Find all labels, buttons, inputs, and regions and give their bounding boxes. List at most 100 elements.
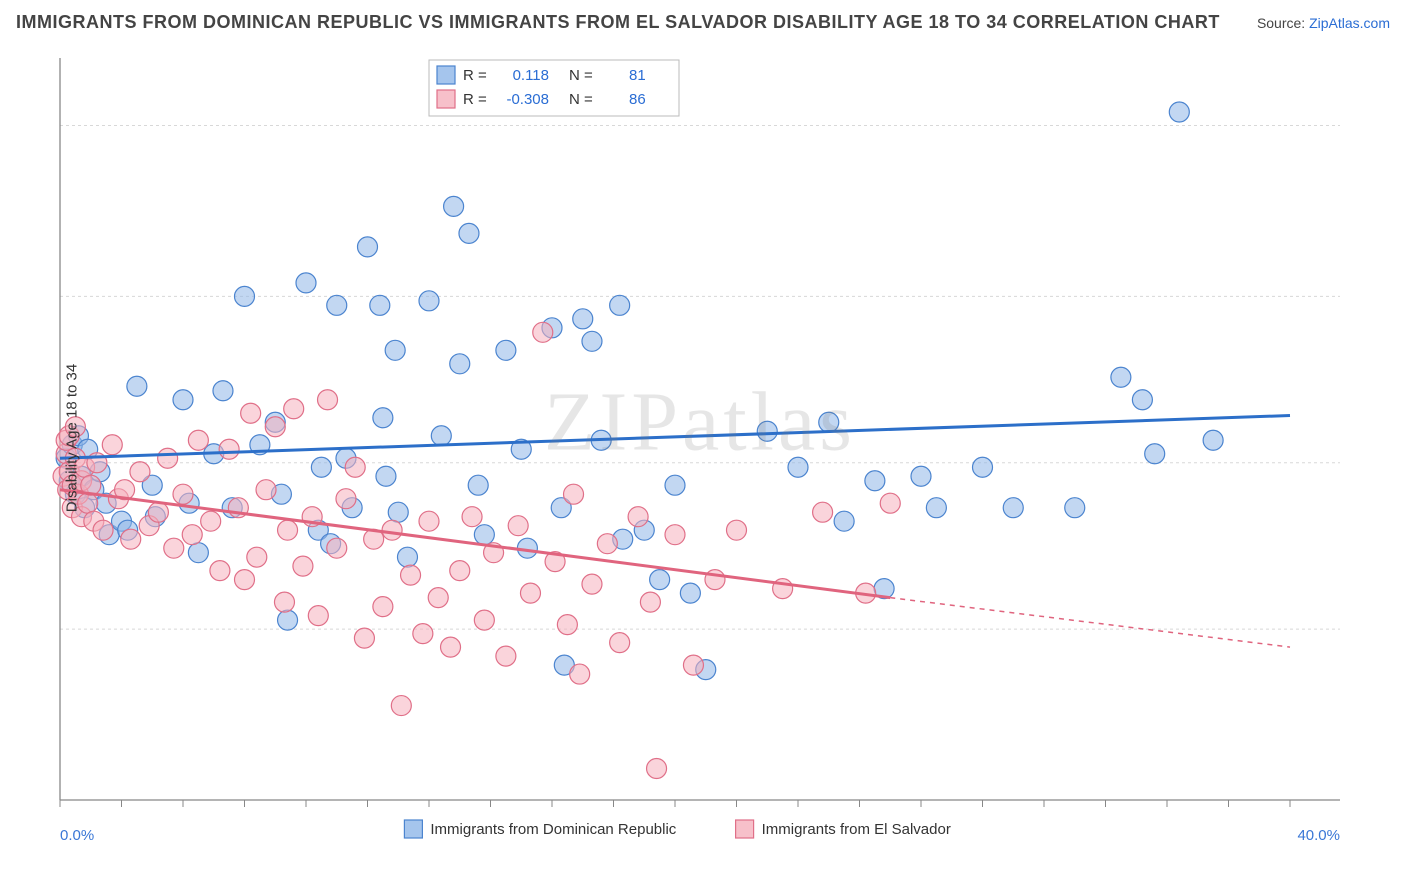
scatter-point-elsalvador	[284, 399, 304, 419]
legend-r-label: R =	[463, 91, 487, 108]
scatter-point-elsalvador	[354, 628, 374, 648]
scatter-point-elsalvador	[665, 525, 685, 545]
scatter-point-dominican	[358, 237, 378, 257]
legend-n-value-elsalvador: 86	[629, 91, 646, 108]
scatter-point-dominican	[911, 466, 931, 486]
scatter-point-elsalvador	[474, 610, 494, 630]
scatter-point-elsalvador	[188, 430, 208, 450]
scatter-point-elsalvador	[813, 502, 833, 522]
scatter-point-dominican	[573, 309, 593, 329]
scatter-point-elsalvador	[419, 511, 439, 531]
scatter-point-dominican	[296, 273, 316, 293]
x-tick-label-right: 40.0%	[1297, 827, 1340, 844]
scatter-point-dominican	[496, 340, 516, 360]
scatter-point-elsalvador	[318, 390, 338, 410]
scatter-point-dominican	[1203, 430, 1223, 450]
scatter-point-elsalvador	[201, 511, 221, 531]
scatter-point-dominican	[474, 525, 494, 545]
scatter-point-dominican	[1169, 102, 1189, 122]
scatter-point-dominican	[127, 376, 147, 396]
scatter-point-dominican	[757, 421, 777, 441]
scatter-point-dominican	[188, 543, 208, 563]
scatter-point-dominican	[213, 381, 233, 401]
scatter-point-dominican	[650, 570, 670, 590]
scatter-point-elsalvador	[401, 565, 421, 585]
scatter-point-elsalvador	[78, 493, 98, 513]
scatter-point-dominican	[1145, 444, 1165, 464]
scatter-point-dominican	[788, 457, 808, 477]
legend-n-value-dominican: 81	[629, 67, 646, 84]
scatter-point-dominican	[834, 511, 854, 531]
scatter-point-dominican	[973, 457, 993, 477]
scatter-point-elsalvador	[235, 570, 255, 590]
source-link[interactable]: ZipAtlas.com	[1309, 15, 1390, 31]
scatter-point-dominican	[327, 295, 347, 315]
scatter-point-elsalvador	[496, 646, 516, 666]
scatter-point-dominican	[1132, 390, 1152, 410]
legend-bottom-swatch-dominican	[404, 820, 422, 838]
scatter-point-elsalvador	[130, 462, 150, 482]
source-label: Source:	[1257, 15, 1305, 31]
scatter-point-dominican	[235, 286, 255, 306]
scatter-point-dominican	[385, 340, 405, 360]
scatter-point-elsalvador	[557, 615, 577, 635]
scatter-point-dominican	[665, 475, 685, 495]
scatter-point-elsalvador	[640, 592, 660, 612]
scatter-point-elsalvador	[880, 493, 900, 513]
source-attribution: Source: ZipAtlas.com	[1257, 15, 1390, 31]
scatter-point-elsalvador	[520, 583, 540, 603]
y-axis-label: Disability Age 18 to 34	[64, 364, 81, 512]
scatter-point-elsalvador	[462, 507, 482, 527]
chart-title: IMMIGRANTS FROM DOMINICAN REPUBLIC VS IM…	[16, 12, 1220, 33]
scatter-point-elsalvador	[256, 480, 276, 500]
scatter-point-dominican	[311, 457, 331, 477]
legend-swatch-elsalvador	[437, 90, 455, 108]
scatter-point-elsalvador	[210, 561, 230, 581]
legend-swatch-dominican	[437, 66, 455, 84]
scatter-point-dominican	[582, 331, 602, 351]
scatter-point-elsalvador	[274, 592, 294, 612]
scatter-point-dominican	[419, 291, 439, 311]
scatter-point-elsalvador	[93, 520, 113, 540]
scatter-point-elsalvador	[247, 547, 267, 567]
scatter-point-elsalvador	[182, 525, 202, 545]
scatter-point-elsalvador	[628, 507, 648, 527]
scatter-point-elsalvador	[428, 588, 448, 608]
scatter-point-elsalvador	[102, 435, 122, 455]
trend-line-dominican	[60, 416, 1290, 459]
scatter-point-elsalvador	[219, 439, 239, 459]
scatter-point-dominican	[459, 223, 479, 243]
scatter-point-elsalvador	[308, 606, 328, 626]
scatter-point-dominican	[1003, 498, 1023, 518]
scatter-point-elsalvador	[450, 561, 470, 581]
scatter-point-dominican	[376, 466, 396, 486]
scatter-point-elsalvador	[293, 556, 313, 576]
scatter-point-elsalvador	[265, 417, 285, 437]
scatter-point-elsalvador	[336, 489, 356, 509]
scatter-point-dominican	[373, 408, 393, 428]
scatter-point-dominican	[388, 502, 408, 522]
trend-line-elsalvador	[60, 490, 890, 598]
scatter-point-elsalvador	[121, 529, 141, 549]
scatter-point-elsalvador	[441, 637, 461, 657]
scatter-point-dominican	[173, 390, 193, 410]
legend-r-value-dominican: 0.118	[513, 67, 549, 84]
legend-bottom-swatch-elsalvador	[736, 820, 754, 838]
chart-svg: 3.8%7.5%11.2%15.0%0.0%40.0%R =0.118N =81…	[50, 48, 1350, 868]
legend-n-label: N =	[569, 91, 593, 108]
legend-bottom-label-dominican: Immigrants from Dominican Republic	[430, 821, 676, 838]
scatter-point-elsalvador	[413, 624, 433, 644]
scatter-point-dominican	[680, 583, 700, 603]
scatter-point-elsalvador	[164, 538, 184, 558]
scatter-point-elsalvador	[345, 457, 365, 477]
scatter-point-dominican	[431, 426, 451, 446]
legend-r-value-elsalvador: -0.308	[506, 91, 549, 108]
scatter-point-elsalvador	[173, 484, 193, 504]
scatter-point-elsalvador	[373, 597, 393, 617]
scatter-point-elsalvador	[610, 633, 630, 653]
trend-line-dash-elsalvador	[890, 598, 1290, 647]
scatter-point-elsalvador	[148, 502, 168, 522]
scatter-point-dominican	[397, 547, 417, 567]
scatter-point-elsalvador	[597, 534, 617, 554]
scatter-point-elsalvador	[570, 664, 590, 684]
